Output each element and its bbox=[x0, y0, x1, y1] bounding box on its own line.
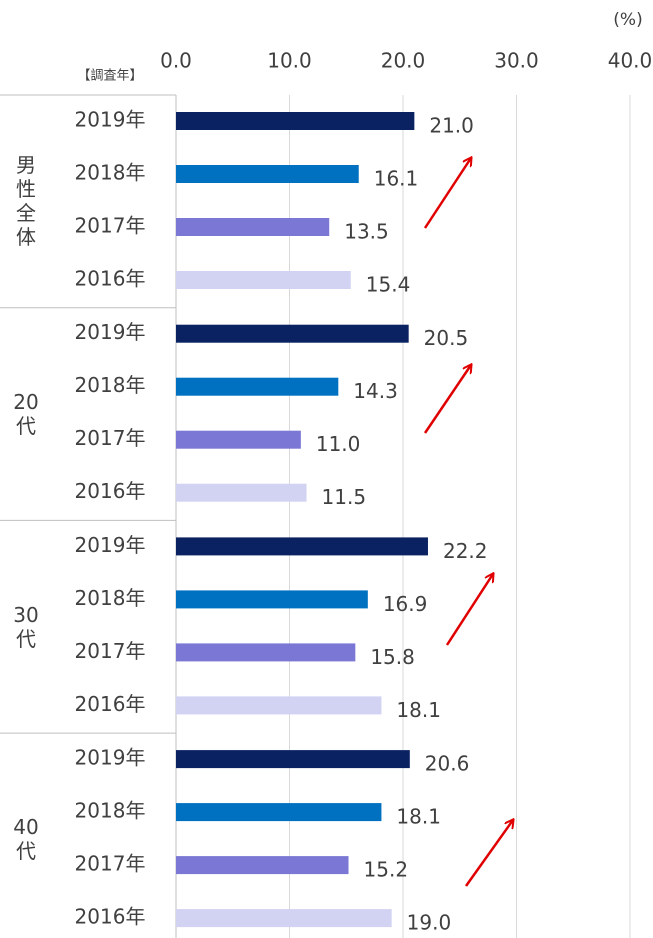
data-label: 11.5 bbox=[322, 485, 367, 509]
row-label: 2016年 bbox=[75, 692, 146, 716]
bar bbox=[176, 909, 392, 928]
trend-arrow bbox=[423, 365, 471, 434]
bar bbox=[176, 537, 428, 556]
bar bbox=[176, 430, 301, 449]
trend-arrow bbox=[423, 158, 471, 229]
group-label: 20代 bbox=[13, 390, 39, 439]
data-label: 13.5 bbox=[344, 220, 389, 244]
x-tick-label: 10.0 bbox=[267, 49, 312, 73]
group-label: 30代 bbox=[13, 602, 39, 651]
group-label: 40代 bbox=[13, 815, 39, 864]
row-label: 2019年 bbox=[75, 746, 146, 770]
row-label: 2018年 bbox=[75, 799, 146, 823]
data-label: 14.3 bbox=[353, 379, 398, 403]
data-label: 15.2 bbox=[364, 858, 409, 882]
data-label: 20.5 bbox=[424, 326, 469, 350]
axis-label: 【調査年】 bbox=[77, 69, 142, 84]
bar bbox=[176, 483, 307, 502]
x-tick-label: 20.0 bbox=[381, 49, 426, 73]
data-label: 16.9 bbox=[383, 592, 428, 616]
row-label: 2019年 bbox=[75, 320, 146, 344]
data-label: 19.0 bbox=[407, 911, 452, 935]
bar bbox=[176, 643, 356, 662]
row-label: 2018年 bbox=[75, 161, 146, 185]
row-label: 2016年 bbox=[75, 905, 146, 929]
row-label: 2019年 bbox=[75, 108, 146, 132]
row-label: 2018年 bbox=[75, 586, 146, 610]
data-label: 18.1 bbox=[396, 698, 441, 722]
row-label: 2017年 bbox=[75, 852, 146, 876]
trend-arrow bbox=[464, 820, 513, 887]
bar bbox=[176, 750, 410, 769]
x-tick-label: 0.0 bbox=[160, 49, 192, 73]
data-label: 21.0 bbox=[429, 114, 474, 138]
row-label: 2019年 bbox=[75, 533, 146, 557]
bar bbox=[176, 590, 368, 609]
row-label: 2017年 bbox=[75, 426, 146, 450]
data-label: 15.8 bbox=[370, 645, 415, 669]
row-label: 2016年 bbox=[75, 267, 146, 291]
x-tick-label: 30.0 bbox=[494, 49, 539, 73]
bar bbox=[176, 324, 409, 343]
group-label: 男性全体 bbox=[16, 153, 36, 250]
row-label: 2018年 bbox=[75, 373, 146, 397]
row-label: 2017年 bbox=[75, 639, 146, 663]
unit-label: (%) bbox=[613, 10, 642, 30]
data-label: 16.1 bbox=[374, 167, 419, 191]
bar bbox=[176, 112, 415, 130]
bar bbox=[176, 218, 330, 236]
bar bbox=[176, 165, 359, 183]
data-label: 18.1 bbox=[396, 805, 441, 829]
bar bbox=[176, 803, 382, 822]
data-label: 22.2 bbox=[443, 539, 488, 563]
bar bbox=[176, 271, 351, 289]
row-label: 2017年 bbox=[75, 214, 146, 238]
trend-arrow bbox=[445, 574, 493, 646]
data-label: 15.4 bbox=[366, 273, 411, 297]
bar bbox=[176, 377, 339, 396]
bar bbox=[176, 856, 349, 875]
row-label: 2016年 bbox=[75, 479, 146, 503]
x-tick-label: 40.0 bbox=[608, 49, 653, 73]
data-label: 20.6 bbox=[425, 752, 470, 776]
data-label: 11.0 bbox=[316, 432, 361, 456]
bar bbox=[176, 696, 382, 715]
